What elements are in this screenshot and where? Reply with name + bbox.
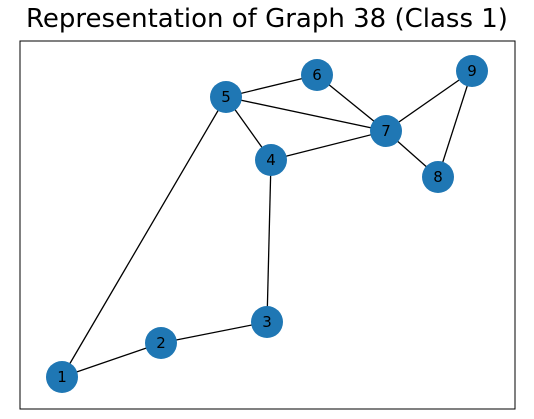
node-circle-9	[456, 55, 488, 87]
node-label-9: 9	[467, 62, 477, 80]
plot-frame	[19, 40, 516, 410]
edge-7-9	[385, 70, 473, 132]
edge-5-7	[225, 96, 387, 132]
edge-8-9	[437, 70, 473, 178]
node-circle-8	[422, 161, 454, 193]
node-1: 1	[46, 361, 78, 393]
node-circle-7	[370, 115, 402, 147]
edge-1-2	[61, 342, 162, 378]
node-label-4: 4	[266, 151, 276, 169]
edge-2-3	[160, 321, 268, 344]
edge-1-5	[61, 96, 227, 378]
node-6: 6	[301, 59, 333, 91]
node-label-7: 7	[381, 122, 391, 140]
node-label-3: 3	[262, 313, 272, 331]
node-label-1: 1	[57, 368, 67, 386]
nodes-layer: 1 2 3 4 5 6 7 8 9	[46, 55, 488, 393]
node-circle-5	[210, 81, 242, 113]
edge-4-7	[270, 130, 387, 161]
node-3: 3	[251, 306, 283, 338]
node-label-8: 8	[433, 168, 443, 186]
figure-title: Representation of Graph 38 (Class 1)	[26, 4, 508, 34]
node-circle-3	[251, 306, 283, 338]
node-9: 9	[456, 55, 488, 87]
node-5: 5	[210, 81, 242, 113]
node-4: 4	[255, 144, 287, 176]
node-7: 7	[370, 115, 402, 147]
node-label-2: 2	[156, 334, 166, 352]
node-circle-6	[301, 59, 333, 91]
edge-3-4	[266, 159, 272, 323]
node-circle-2	[145, 327, 177, 359]
node-circle-1	[46, 361, 78, 393]
node-8: 8	[422, 161, 454, 193]
node-label-5: 5	[221, 88, 231, 106]
node-label-6: 6	[312, 66, 322, 84]
node-circle-4	[255, 144, 287, 176]
node-2: 2	[145, 327, 177, 359]
